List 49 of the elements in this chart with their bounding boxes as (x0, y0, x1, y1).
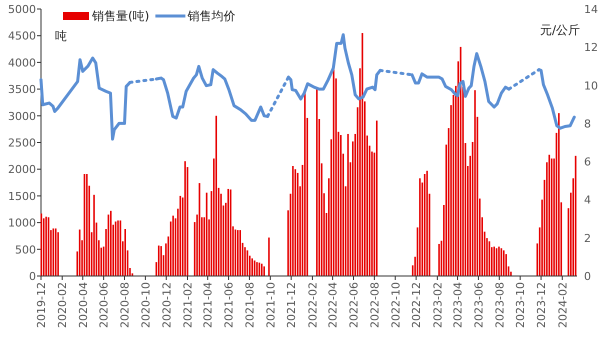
x-tick-label: 2020-02 (56, 282, 70, 328)
legend-label: 销售均价 (186, 9, 236, 23)
y-axis-title: 吨 (55, 29, 67, 43)
x-tick-label: 2020-04 (76, 282, 90, 328)
x-tick-label: 2020-12 (160, 282, 174, 328)
x-tick-label: 2023-06 (472, 282, 486, 328)
y-tick-label: 0 (29, 270, 36, 283)
x-tick-label: 2023-08 (493, 282, 506, 328)
y-tick-label: 1000 (8, 216, 36, 230)
y-tick-label: 4000 (8, 56, 36, 70)
y-tick-label: 1500 (8, 190, 36, 203)
x-tick-label: 2021-08 (243, 282, 256, 328)
y-tick-label: 2500 (8, 136, 36, 150)
x-tick-label: 2022-12 (410, 282, 424, 328)
y2-tick-label: 2 (584, 232, 591, 245)
x-tick-label: 2021-04 (202, 282, 215, 328)
x-tick-label: 2024-02 (556, 282, 570, 328)
x-tick-label: 2021-02 (181, 282, 194, 328)
y-tick-label: 3500 (8, 83, 36, 96)
x-tick-label: 2022-02 (306, 282, 320, 328)
x-tick-label: 2023-04 (452, 282, 465, 328)
x-tick-label: 2023-02 (431, 282, 444, 328)
x-tick-label: 2020-06 (98, 282, 111, 328)
y2-axis-title: 元/公斤 (540, 23, 580, 37)
x-tick-label: 2021-06 (222, 282, 236, 328)
x-tick-label: 2023-10 (514, 282, 528, 328)
y-tick-label: 3000 (8, 110, 36, 123)
x-tick-label: 2023-12 (535, 282, 548, 328)
y2-tick-label: 0 (584, 270, 591, 283)
y2-tick-label: 12 (584, 41, 598, 54)
x-tick-label: 2020-08 (118, 282, 132, 328)
x-tick-label: 2022-06 (347, 282, 360, 328)
y-tick-label: 2000 (8, 163, 36, 176)
y-tick-label: 500 (15, 243, 36, 256)
y2-tick-label: 6 (584, 156, 591, 169)
y2-tick-label: 10 (584, 79, 598, 92)
x-tick-label: 2022-10 (389, 282, 402, 328)
y2-tick-label: 8 (584, 117, 591, 130)
y-tick-label: 4500 (8, 30, 36, 43)
x-tick-label: 2022-08 (368, 282, 382, 328)
x-tick-label: 2021-12 (285, 282, 298, 328)
x-tick-label: 2021-10 (264, 282, 278, 328)
y2-tick-label: 4 (584, 194, 591, 207)
y2-tick-label: 14 (584, 3, 598, 16)
x-tick-label: 2022-04 (326, 282, 340, 328)
x-tick-label: 2019-12 (35, 282, 48, 328)
x-tick-label: 2020-10 (139, 282, 152, 328)
legend-label: 销售量(吨) (91, 9, 150, 23)
y-tick-label: 5000 (8, 3, 36, 16)
